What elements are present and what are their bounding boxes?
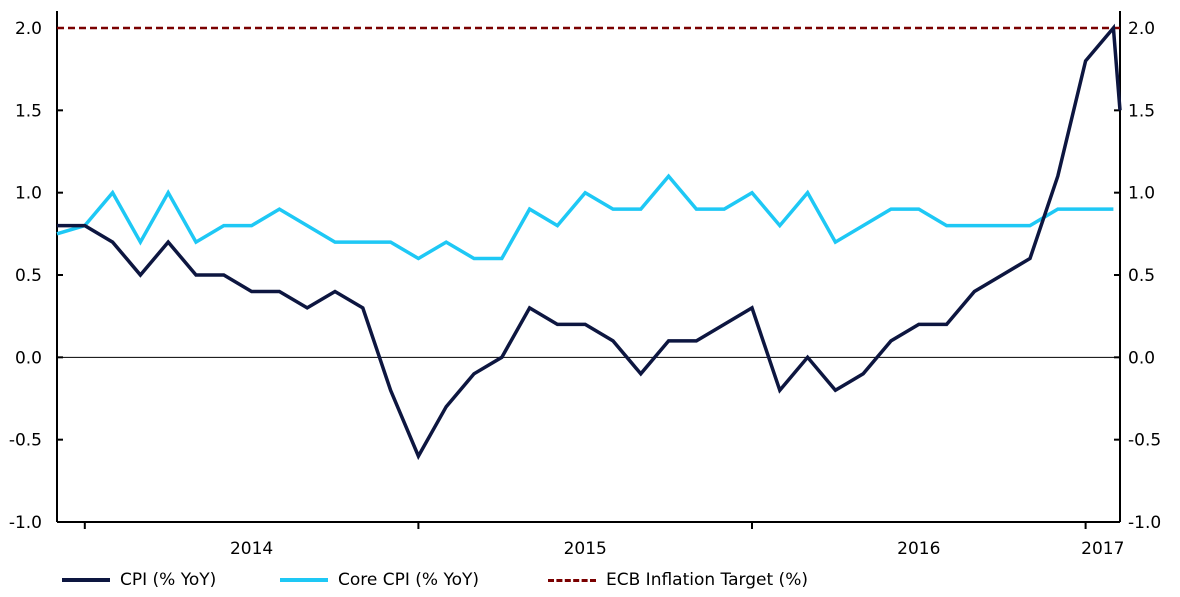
- x-tick-label: 2015: [564, 539, 607, 559]
- y-tick-label-left: 1.0: [15, 184, 42, 204]
- series-line-core-cpi: [56, 173, 1114, 261]
- series-line-cpi: [57, 23, 1122, 461]
- y-tick-label-left: 0.5: [15, 266, 42, 286]
- y-tick-label-right: 2.0: [1128, 19, 1155, 39]
- legend-label-ecb-target: ECB Inflation Target (%): [606, 570, 808, 590]
- y-tick-label-right: 1.0: [1128, 184, 1155, 204]
- legend-item-ecb-target: ECB Inflation Target (%): [548, 566, 808, 594]
- y-tick-label-right: -1.0: [1128, 513, 1161, 533]
- y-tick-label-right: 1.5: [1128, 101, 1155, 121]
- legend-item-core-cpi: Core CPI (% YoY): [280, 566, 479, 594]
- legend-swatch-core-cpi: [280, 578, 328, 582]
- x-tick-label: 2016: [897, 539, 940, 559]
- y-tick-label-left: -1.0: [9, 513, 42, 533]
- legend-swatch-ecb-target: [548, 578, 596, 582]
- legend-label-cpi: CPI (% YoY): [120, 570, 217, 590]
- legend: CPI (% YoY) Core CPI (% YoY) ECB Inflati…: [0, 566, 1180, 594]
- y-tick-label-left: 2.0: [15, 19, 42, 39]
- legend-swatch-cpi: [62, 578, 110, 582]
- legend-item-cpi: CPI (% YoY): [62, 566, 216, 594]
- x-tick-label: 2017: [1081, 539, 1124, 559]
- legend-label-core-cpi: Core CPI (% YoY): [338, 570, 480, 590]
- y-tick-label-left: -0.5: [9, 431, 42, 451]
- y-tick-label-right: -0.5: [1128, 431, 1161, 451]
- y-tick-label-right: 0.5: [1128, 266, 1155, 286]
- y-tick-label-right: 0.0: [1128, 348, 1155, 368]
- y-tick-label-left: 0.0: [15, 348, 42, 368]
- y-tick-label-left: 1.5: [15, 101, 42, 121]
- chart: 2.0 2.0 1.5 1.5 1.0 1.0 0.5 0.5 0.0 0.0 -0.5 -0.5 -1…: [9, 11, 1161, 559]
- x-tick-label: 2014: [230, 539, 273, 559]
